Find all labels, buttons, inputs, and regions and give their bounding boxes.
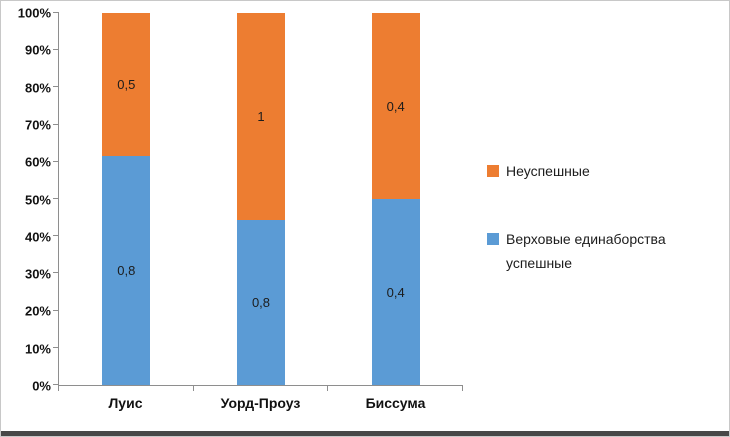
y-axis-tick-labels: 0% 10% 20% 30% 40% 50% 60% 70% 80% 90% 100% [1,6,51,394]
y-axis-tick-label: 90% [24,42,51,58]
bar-segment: 1 [237,13,285,220]
bar-segment: 0,8 [237,219,285,385]
y-axis-tick-label: 80% [24,80,51,96]
x-axis-tick-mark [192,385,194,391]
y-axis-tick-mark [53,160,59,162]
y-axis-tick-mark [53,309,59,311]
stacked-bar-3: 0,4 0,4 [371,13,420,385]
bar-segment: 0,4 [371,199,420,385]
legend-label: Неуспешные [506,163,590,179]
y-axis-tick-label: 40% [24,229,51,245]
legend-item: Неуспешные [487,159,687,183]
y-axis-tick-label: 50% [24,192,51,207]
data-label: 0,5 [117,77,136,93]
legend-label: Верховые единаборства успешные [506,231,666,271]
y-axis-tick-label: 60% [24,154,51,170]
data-label: 1 [257,108,265,124]
window-bottom-edge [1,431,729,436]
x-axis-tick-mark [58,385,59,391]
y-axis-tick-mark [53,384,59,385]
bar-segment: 0,5 [102,13,151,157]
y-axis-tick-mark [53,235,59,237]
y-axis-tick-mark [53,49,59,51]
stacked-bar-1: 0,8 0,5 [102,13,151,385]
y-axis-tick-mark [53,272,59,274]
bar-segment: 0,4 [371,13,420,199]
legend-swatch [487,165,499,177]
x-axis-category-label: Биссума [365,395,426,411]
y-axis-tick-label: 70% [24,117,51,133]
x-axis-tick-mark [327,385,329,391]
data-label: 0,4 [386,284,405,300]
y-axis-tick-mark [53,123,59,125]
x-axis-category-label: Уорд-Проуз [220,395,301,411]
stacked-bar-2: 0,8 1 [237,13,285,385]
x-axis-tick-mark [462,385,463,391]
y-axis-tick-label: 0% [32,378,51,394]
y-axis-tick-label: 10% [24,341,51,357]
x-axis-category-labels: Луис Уорд-Проуз Биссума [58,395,463,415]
data-label: 0,8 [117,263,136,279]
y-axis-tick-label: 100% [17,5,51,21]
x-axis-category-label: Луис [108,395,143,411]
legend-item: Верховые единаборства успешные [487,227,687,275]
legend-swatch [487,233,499,245]
y-axis-tick-mark [53,86,59,88]
bar-segment: 0,8 [102,156,151,385]
data-label: 0,4 [386,98,405,114]
y-axis-tick-mark [53,12,59,13]
y-axis-tick-label: 20% [24,303,51,319]
legend: Неуспешные Верховые единаборства успешные [487,159,699,319]
y-axis-tick-mark [53,346,59,348]
plot-area: 0,8 0,5 0,8 1 0,4 0,4 [53,12,463,391]
data-label: 0,8 [251,294,271,310]
y-axis-tick-mark [53,198,59,199]
y-axis-tick-label: 30% [24,266,51,282]
